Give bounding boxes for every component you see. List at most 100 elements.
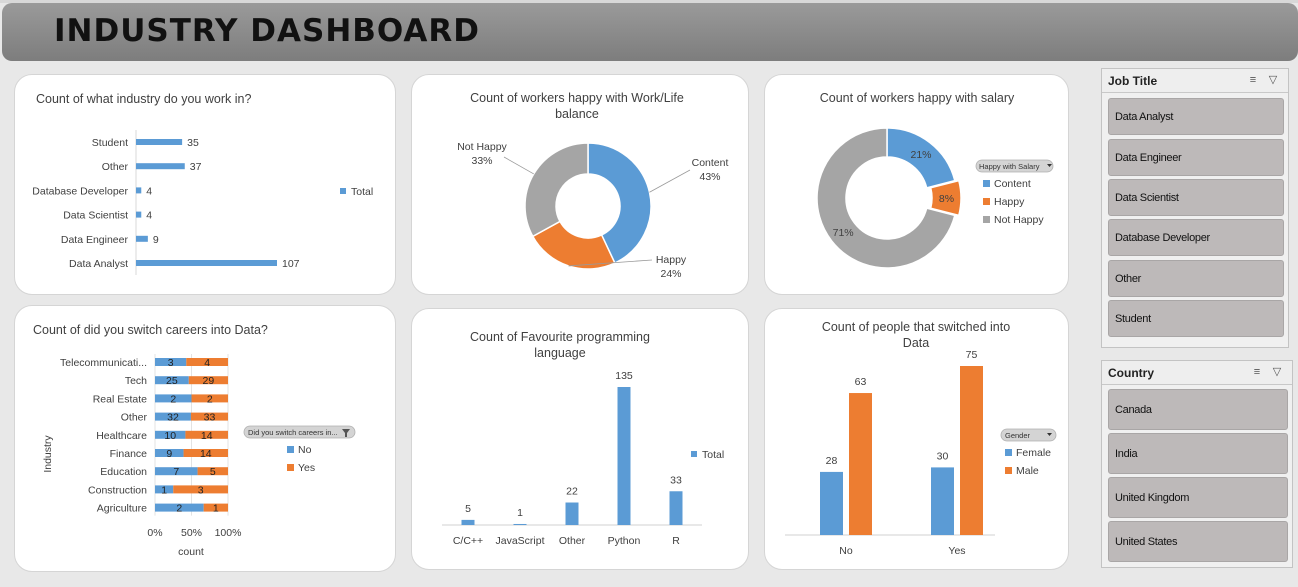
bar[interactable] xyxy=(136,139,183,145)
legend-label-total: Total xyxy=(702,449,724,461)
bar-female[interactable] xyxy=(820,471,843,535)
bar[interactable] xyxy=(617,387,631,525)
chart-title-line1: Count of workers happy with Work/Life xyxy=(470,91,684,105)
job-title-slicer[interactable]: Job Title ≡ ▽ Data Analyst Data Engineer… xyxy=(1101,68,1289,348)
bar[interactable] xyxy=(136,187,142,194)
bar[interactable] xyxy=(513,523,527,525)
bar-yes[interactable] xyxy=(185,430,228,439)
data-label-yes: 14 xyxy=(201,430,213,442)
category-label: Tech xyxy=(125,375,147,387)
pie-slice[interactable] xyxy=(886,127,956,189)
bar[interactable] xyxy=(461,519,475,525)
bar[interactable] xyxy=(136,260,277,266)
data-label-no: 3 xyxy=(168,357,174,369)
bar-no[interactable] xyxy=(155,412,191,421)
slicer-item-united-states[interactable]: United States xyxy=(1108,521,1288,562)
language-chart-card[interactable]: Count of Favourite programming language … xyxy=(411,308,749,570)
bar-yes[interactable] xyxy=(190,412,228,421)
x-axis-label: count xyxy=(178,546,204,558)
data-label-no: 2 xyxy=(176,503,182,515)
category-label: Real Estate xyxy=(93,393,147,405)
gender-filter-button[interactable]: Gender xyxy=(1000,428,1057,442)
switch-chart: Count of did you switch careers into Dat… xyxy=(33,323,356,558)
salary-filter-button[interactable]: Happy with Salary xyxy=(975,159,1054,173)
pie-slice[interactable] xyxy=(929,179,962,217)
bar[interactable] xyxy=(136,211,142,218)
category-label: R xyxy=(672,535,680,547)
chart-title-line2: balance xyxy=(555,107,599,121)
country-slicer[interactable]: Country ≡ ▽ Canada India United Kingdom … xyxy=(1101,360,1293,568)
slicer-item-india[interactable]: India xyxy=(1108,433,1288,474)
clear-filter-icon[interactable]: ▽ xyxy=(1272,366,1282,378)
multi-select-icon[interactable]: ≡ xyxy=(1249,74,1257,86)
multi-select-icon[interactable]: ≡ xyxy=(1253,366,1261,378)
bar-no[interactable] xyxy=(155,394,192,403)
legend-label-not-happy: Not Happy xyxy=(994,214,1044,226)
legend-label-total: Total xyxy=(351,186,373,198)
industry-chart-card[interactable]: Count of what industry do you work in? S… xyxy=(14,74,396,295)
legend-label-male: Male xyxy=(1016,465,1039,477)
bar-no[interactable] xyxy=(155,503,204,512)
switch-filter-button[interactable]: Did you switch careers in... xyxy=(243,425,356,439)
slicer-title: Country xyxy=(1108,366,1154,380)
slicer-item-canada[interactable]: Canada xyxy=(1108,389,1288,430)
slice-percent-label: 24% xyxy=(660,268,681,280)
pie-slice[interactable] xyxy=(524,142,589,238)
slicer-item-student[interactable]: Student xyxy=(1108,300,1284,337)
switch-chart-card[interactable]: Count of did you switch careers into Dat… xyxy=(14,305,396,572)
category-label: Yes xyxy=(948,545,965,557)
slice-percent-label: 33% xyxy=(471,155,492,167)
slicer-item-database-developer[interactable]: Database Developer xyxy=(1108,219,1284,256)
bar-yes[interactable] xyxy=(173,485,228,494)
bar-yes[interactable] xyxy=(191,394,229,403)
bar-yes[interactable] xyxy=(203,503,228,512)
category-label: Python xyxy=(608,535,641,547)
legend-label-female: Female xyxy=(1016,447,1051,459)
x-tick-label: 0% xyxy=(147,527,162,539)
chart-title: Count of what industry do you work in? xyxy=(36,92,251,106)
worklife-chart-card[interactable]: Count of workers happy with Work/Life ba… xyxy=(411,74,749,295)
data-label: 75 xyxy=(966,349,978,361)
pie-slice[interactable] xyxy=(816,127,956,269)
switch-filter-label: Did you switch careers in... xyxy=(248,428,338,437)
dropdown-arrow-icon xyxy=(1047,164,1052,167)
chart-title-line1: Count of people that switched into xyxy=(822,320,1010,334)
bar-no[interactable] xyxy=(155,376,189,385)
data-label-no: 10 xyxy=(164,430,176,442)
category-label: Database Developer xyxy=(32,185,128,197)
bar-yes[interactable] xyxy=(183,449,228,457)
data-label: 107 xyxy=(282,258,300,270)
bar-yes[interactable] xyxy=(197,467,228,476)
legend-swatch-content xyxy=(983,180,990,187)
dashboard-banner: INDUSTRY DASHBOARD xyxy=(2,3,1298,61)
pie-slice[interactable] xyxy=(587,142,652,265)
bar[interactable] xyxy=(669,491,683,525)
clear-filter-icon[interactable]: ▽ xyxy=(1268,74,1278,86)
slicer-item-data-analyst[interactable]: Data Analyst xyxy=(1108,98,1284,135)
slicer-item-united-kingdom[interactable]: United Kingdom xyxy=(1108,477,1288,518)
bar-female[interactable] xyxy=(931,467,954,535)
legend-swatch-total xyxy=(691,451,697,457)
bar-no[interactable] xyxy=(155,358,187,366)
slicer-item-data-scientist[interactable]: Data Scientist xyxy=(1108,179,1284,216)
x-tick-label: 100% xyxy=(215,527,242,539)
slicer-item-other[interactable]: Other xyxy=(1108,260,1284,297)
data-label-yes: 29 xyxy=(203,375,215,387)
bar[interactable] xyxy=(136,235,148,242)
bar-male[interactable] xyxy=(849,393,872,535)
bar-no[interactable] xyxy=(155,430,186,439)
bar[interactable] xyxy=(565,502,579,525)
bar-male[interactable] xyxy=(960,366,983,535)
gender-chart-card[interactable]: Count of people that switched into Data … xyxy=(764,308,1069,570)
slice-category-label: Not Happy xyxy=(457,141,507,153)
salary-chart-card[interactable]: Count of workers happy with salary 21% 8%… xyxy=(764,74,1069,295)
bar-no[interactable] xyxy=(155,449,184,457)
bar[interactable] xyxy=(136,163,185,170)
worklife-chart: Count of workers happy with Work/Life ba… xyxy=(457,91,728,280)
slice-percent-label: 21% xyxy=(911,149,932,161)
bar-no[interactable] xyxy=(155,485,174,494)
bar-no[interactable] xyxy=(155,467,198,476)
bar-yes[interactable] xyxy=(188,376,228,385)
slicer-item-data-engineer[interactable]: Data Engineer xyxy=(1108,139,1284,176)
bar-yes[interactable] xyxy=(186,358,228,366)
